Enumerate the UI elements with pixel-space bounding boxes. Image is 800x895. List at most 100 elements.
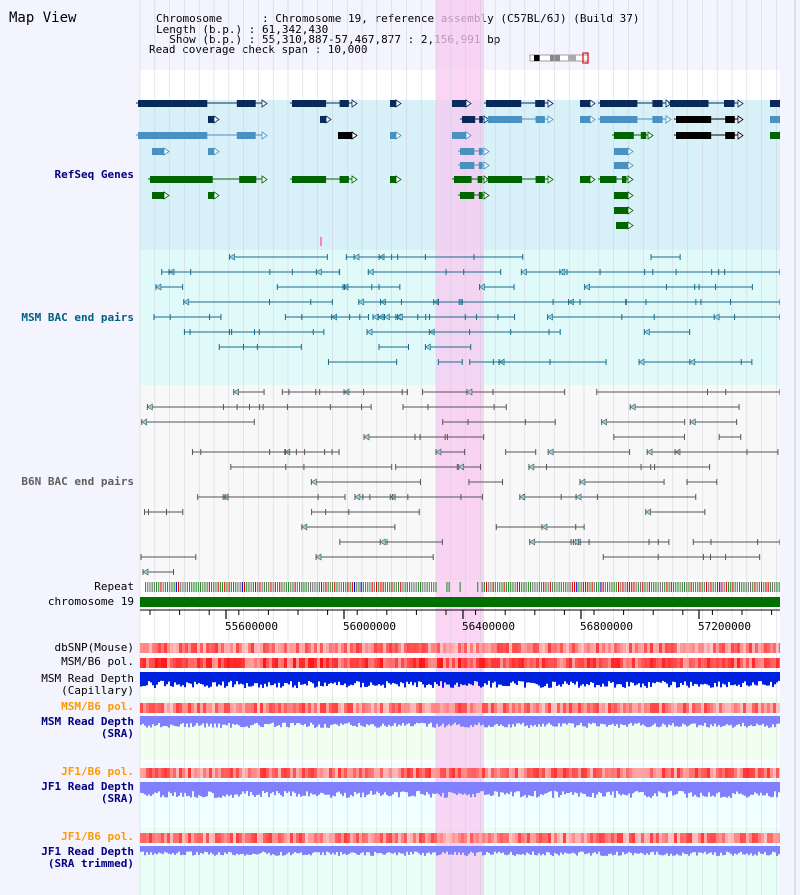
pol-cell: [626, 703, 629, 713]
depth-bar: [604, 782, 606, 797]
depth-bar: [766, 846, 768, 856]
depth-bar: [726, 672, 728, 688]
depth-bar: [308, 846, 310, 855]
pol-cell: [575, 643, 578, 653]
depth-bar: [664, 716, 666, 725]
pol-cell: [689, 643, 692, 653]
pol-cell: [455, 658, 458, 668]
depth-bar: [704, 782, 706, 797]
pol-cell: [209, 643, 212, 653]
pol-cell: [497, 658, 500, 668]
pol-cell: [188, 768, 191, 778]
pol-cell: [248, 658, 251, 668]
depth-bar: [368, 782, 370, 795]
pol-cell: [140, 833, 143, 843]
depth-bar: [142, 716, 144, 724]
gene-exon: [488, 116, 523, 123]
depth-bar: [684, 782, 686, 794]
pol-cell: [185, 833, 188, 843]
depth-bar: [408, 716, 410, 724]
pol-cell: [434, 833, 437, 843]
depth-bar: [740, 846, 742, 852]
gene-exon: [390, 132, 396, 139]
repeat-mark: [239, 582, 241, 592]
msm-bac-label[interactable]: MSM BAC end pairs: [21, 311, 134, 324]
depth-bar: [500, 672, 502, 685]
b6n-bac-label[interactable]: B6N BAC end pairs: [21, 475, 134, 488]
depth-bar: [324, 672, 326, 683]
depth-bar: [422, 846, 424, 853]
repeat-mark: [681, 582, 683, 592]
depth-bar: [772, 716, 774, 725]
pol-cell: [272, 768, 275, 778]
pol-cell: [215, 643, 218, 653]
pol-cell: [179, 643, 182, 653]
pol-cell: [485, 768, 488, 778]
depth-bar: [504, 716, 506, 728]
depth-bar: [614, 782, 616, 798]
depth-bar: [494, 716, 496, 725]
pol-cell: [356, 658, 359, 668]
pol-cell: [296, 703, 299, 713]
pol-cell: [776, 833, 779, 843]
depth-bar: [472, 782, 474, 795]
depth-bar: [320, 846, 322, 856]
chromosome-ideogram[interactable]: [528, 52, 592, 64]
repeat-mark: [750, 582, 752, 592]
pol-cell: [413, 703, 416, 713]
depth-bar: [592, 846, 594, 854]
repeat-mark: [505, 582, 507, 592]
pol-cell: [560, 703, 563, 713]
pol-cell: [167, 658, 170, 668]
repeat-mark: [615, 582, 617, 592]
pol-cell: [710, 833, 713, 843]
pol-cell: [701, 768, 704, 778]
depth-bar: [476, 782, 478, 794]
depth-bar: [726, 716, 728, 725]
depth-bar: [276, 846, 278, 856]
gene-exon: [724, 100, 735, 107]
depth-bar: [332, 782, 334, 796]
depth-bar: [558, 672, 560, 685]
repeat-mark: [156, 582, 158, 592]
depth-bar: [552, 716, 554, 727]
pol-cell: [680, 768, 683, 778]
pol-cell: [305, 643, 308, 653]
pol-cell: [473, 833, 476, 843]
pol-cell: [701, 643, 704, 653]
repeat-mark: [563, 582, 565, 592]
pol-cell: [269, 643, 272, 653]
repeat-mark: [607, 582, 609, 592]
pol-cell: [602, 768, 605, 778]
refseq-genes-label[interactable]: RefSeq Genes: [54, 168, 134, 181]
chromosome-label: chromosome 19: [47, 595, 134, 608]
depth-bar: [152, 672, 154, 686]
repeat-mark: [534, 582, 536, 592]
depth-bar: [464, 672, 466, 685]
depth-bar: [286, 716, 288, 727]
pol-cell: [617, 643, 620, 653]
depth-bar: [572, 672, 574, 683]
pol-cell: [611, 658, 614, 668]
depth-bar: [280, 846, 282, 852]
b6n-bac-pair: [141, 418, 148, 426]
depth-bar: [612, 846, 614, 856]
gene-exon: [477, 176, 483, 183]
pol-cell: [602, 643, 605, 653]
depth-bar: [164, 846, 166, 852]
axis-tick-label: 55600000: [225, 620, 278, 633]
gene-exon: [535, 176, 545, 183]
pol-cell: [518, 833, 521, 843]
depth-bar: [364, 716, 366, 727]
depth-bar: [518, 782, 520, 792]
strand-arrow: [737, 131, 744, 140]
repeat-mark: [195, 582, 197, 592]
depth-bar: [430, 716, 432, 723]
depth-bar: [776, 846, 778, 856]
pol-cell: [605, 643, 608, 653]
pol-cell: [530, 658, 533, 668]
pol-cell: [167, 703, 170, 713]
repeat-mark: [580, 582, 582, 592]
depth-bar: [530, 782, 532, 797]
